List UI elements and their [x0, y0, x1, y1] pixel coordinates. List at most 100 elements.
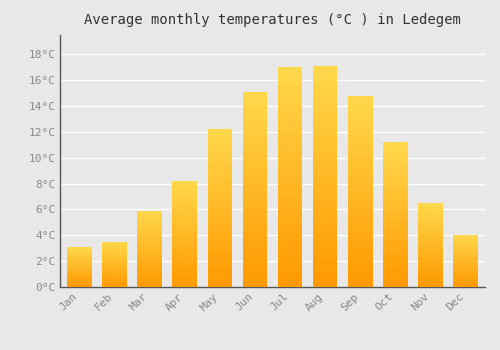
Bar [454, 264, 478, 265]
Bar [418, 223, 443, 225]
Bar [242, 193, 267, 197]
Bar [102, 281, 126, 282]
Bar [383, 154, 407, 157]
Bar [454, 248, 478, 249]
Bar [383, 177, 407, 180]
Bar [278, 67, 302, 72]
Bar [418, 277, 443, 279]
Bar [418, 275, 443, 277]
Bar [138, 272, 162, 273]
Bar [418, 282, 443, 284]
Bar [138, 266, 162, 267]
Bar [242, 256, 267, 260]
Bar [138, 234, 162, 235]
Bar [67, 259, 92, 260]
Bar [383, 255, 407, 258]
Bar [454, 247, 478, 248]
Bar [138, 212, 162, 214]
Bar [348, 111, 372, 115]
Bar [454, 273, 478, 274]
Bar [348, 283, 372, 287]
Bar [383, 171, 407, 174]
Bar [454, 258, 478, 259]
Bar [67, 266, 92, 267]
Bar [454, 235, 478, 236]
Bar [138, 247, 162, 249]
Bar [278, 234, 302, 239]
Bar [383, 235, 407, 238]
Bar [348, 203, 372, 206]
Bar [454, 256, 478, 257]
Bar [454, 253, 478, 254]
Bar [138, 244, 162, 246]
Bar [278, 111, 302, 116]
Bar [418, 240, 443, 241]
Bar [383, 191, 407, 194]
Bar [313, 88, 338, 92]
Bar [102, 260, 126, 261]
Bar [313, 97, 338, 101]
Bar [418, 208, 443, 210]
Bar [383, 183, 407, 186]
Bar [208, 158, 232, 161]
Bar [383, 249, 407, 252]
Bar [383, 273, 407, 275]
Bar [383, 281, 407, 284]
Bar [278, 85, 302, 89]
Bar [138, 250, 162, 252]
Bar [138, 214, 162, 215]
Bar [208, 278, 232, 281]
Bar [418, 220, 443, 222]
Bar [418, 235, 443, 237]
Bar [383, 151, 407, 154]
Bar [67, 267, 92, 268]
Bar [242, 100, 267, 104]
Bar [348, 218, 372, 222]
Bar [102, 253, 126, 254]
Bar [208, 193, 232, 196]
Bar [138, 253, 162, 255]
Bar [454, 238, 478, 239]
Bar [313, 115, 338, 119]
Bar [242, 213, 267, 217]
Bar [208, 268, 232, 271]
Bar [172, 232, 197, 234]
Bar [138, 238, 162, 240]
Bar [278, 208, 302, 212]
Bar [348, 279, 372, 283]
Bar [102, 270, 126, 271]
Bar [278, 182, 302, 186]
Bar [313, 124, 338, 128]
Bar [172, 192, 197, 194]
Bar [102, 243, 126, 244]
Bar [454, 279, 478, 280]
Bar [102, 285, 126, 286]
Bar [102, 269, 126, 270]
Bar [208, 243, 232, 246]
Bar [67, 260, 92, 261]
Bar [208, 196, 232, 199]
Bar [383, 157, 407, 160]
Bar [172, 266, 197, 268]
Bar [242, 174, 267, 178]
Bar [348, 199, 372, 203]
Bar [383, 246, 407, 249]
Bar [278, 120, 302, 125]
Bar [313, 252, 338, 256]
Bar [67, 280, 92, 281]
Bar [313, 110, 338, 115]
Bar [138, 228, 162, 229]
Bar [383, 261, 407, 264]
Bar [454, 268, 478, 270]
Bar [313, 172, 338, 176]
Bar [454, 271, 478, 272]
Bar [383, 206, 407, 209]
Bar [172, 202, 197, 204]
Bar [418, 285, 443, 287]
Bar [67, 279, 92, 280]
Bar [348, 272, 372, 275]
Bar [242, 264, 267, 267]
Bar [242, 232, 267, 236]
Bar [348, 195, 372, 199]
Bar [67, 258, 92, 259]
